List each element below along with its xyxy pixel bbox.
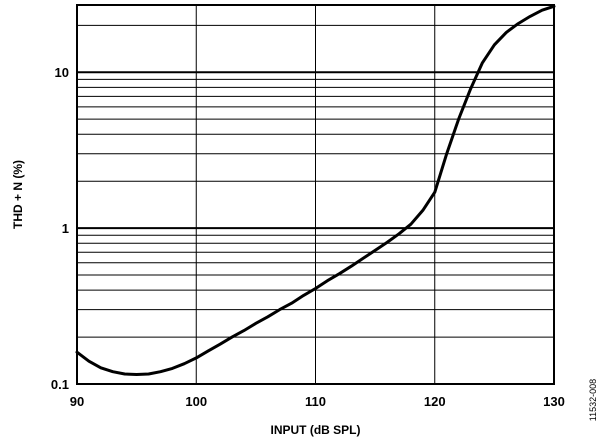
x-tick-label: 90 <box>70 394 84 409</box>
x-tick-label: 100 <box>185 394 207 409</box>
x-tick-label: 120 <box>424 394 446 409</box>
thd-curve-line <box>75 4 556 376</box>
plot-area-border <box>76 4 555 385</box>
figure-id-label: 11532-008 <box>588 379 598 421</box>
y-tick-label: 0.1 <box>51 377 69 392</box>
x-tick-label: 130 <box>543 394 565 409</box>
y-axis-label: THD + N (%) <box>11 160 25 229</box>
x-axis-label: INPUT (dB SPL) <box>271 423 361 437</box>
y-tick-label: 10 <box>55 65 69 80</box>
x-tick-label: 110 <box>305 394 326 409</box>
y-tick-label: 1 <box>62 221 69 236</box>
